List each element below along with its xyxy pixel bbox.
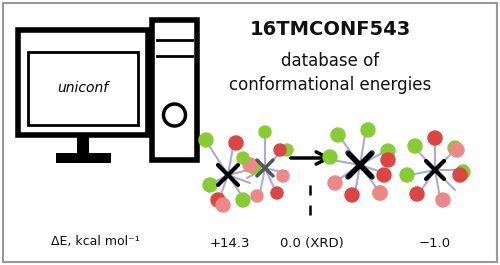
Circle shape <box>448 141 462 155</box>
Circle shape <box>237 152 249 164</box>
Circle shape <box>328 176 342 190</box>
Text: ΔE, kcal mol⁻¹: ΔE, kcal mol⁻¹ <box>50 235 140 248</box>
Circle shape <box>373 186 387 200</box>
Circle shape <box>400 168 414 182</box>
Circle shape <box>203 178 217 192</box>
Bar <box>28 52 138 125</box>
Circle shape <box>274 144 286 156</box>
Text: uniconf: uniconf <box>58 82 108 95</box>
Circle shape <box>381 153 395 167</box>
Circle shape <box>281 144 293 156</box>
Bar <box>18 30 148 135</box>
Circle shape <box>345 188 359 202</box>
Text: 0.0 (XRD): 0.0 (XRD) <box>280 237 344 250</box>
Circle shape <box>259 126 271 138</box>
Circle shape <box>456 165 470 179</box>
Circle shape <box>428 131 442 145</box>
Circle shape <box>277 170 289 182</box>
Circle shape <box>323 150 337 164</box>
Circle shape <box>408 139 422 153</box>
Circle shape <box>229 136 243 150</box>
Text: 16TMCONF543: 16TMCONF543 <box>250 20 410 39</box>
Circle shape <box>236 193 250 207</box>
Circle shape <box>453 168 467 182</box>
Bar <box>152 20 197 160</box>
Circle shape <box>410 187 424 201</box>
Circle shape <box>331 128 345 142</box>
Text: +14.3: +14.3 <box>210 237 250 250</box>
Circle shape <box>381 144 395 158</box>
Circle shape <box>271 187 283 199</box>
Circle shape <box>377 168 391 182</box>
Circle shape <box>436 193 450 207</box>
Text: −1.0: −1.0 <box>419 237 451 250</box>
Circle shape <box>251 190 263 202</box>
Bar <box>77 135 89 153</box>
Circle shape <box>247 160 261 174</box>
Circle shape <box>211 193 225 207</box>
Circle shape <box>361 123 375 137</box>
Circle shape <box>373 186 387 200</box>
Circle shape <box>199 133 213 147</box>
Circle shape <box>450 143 464 157</box>
Text: conformational energies: conformational energies <box>229 76 431 94</box>
Text: database of: database of <box>281 52 379 70</box>
Bar <box>56 153 110 163</box>
Circle shape <box>243 158 257 172</box>
Circle shape <box>216 198 230 212</box>
